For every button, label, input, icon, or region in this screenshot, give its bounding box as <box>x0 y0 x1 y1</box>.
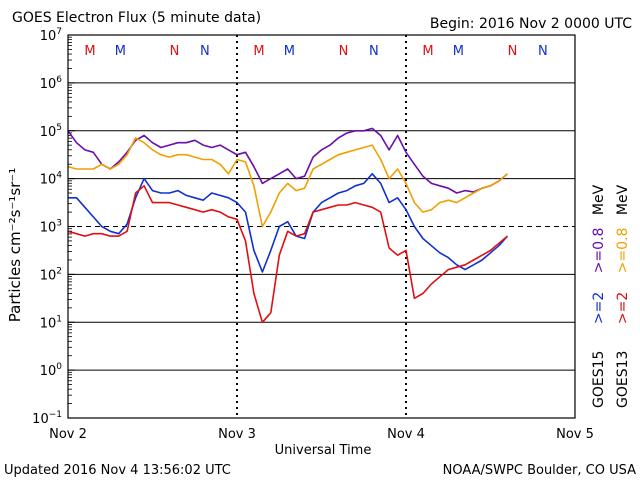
x-tick-label-0: Nov 2 <box>49 427 87 442</box>
legend-goes15-column: GOES15 >=2 >=0.8 MeV <box>591 184 607 408</box>
x-tick-labels: Nov 2 Nov 3 Nov 4 Nov 5 <box>49 427 594 442</box>
y-axis-label: Particles cm⁻²s⁻¹sr⁻¹ <box>6 168 24 322</box>
legend-goes13-ge2: >=2 <box>615 292 631 324</box>
marker-m-5: M <box>284 44 295 59</box>
legend-goes13-column: GOES13 >=2 >=0.8 MeV <box>615 184 631 408</box>
y-tick-label-1e0: 100 <box>40 362 63 379</box>
marker-n-3: N <box>200 44 210 59</box>
y-tick-label-1e2: 102 <box>40 266 62 283</box>
y-tick-label-1e-1: 10−1 <box>32 410 62 427</box>
series-line-goes15-0-8-mev <box>67 127 508 194</box>
series-lines <box>67 127 508 324</box>
series-line-goes15-2-mev <box>68 173 508 273</box>
marker-n-6: N <box>339 44 349 59</box>
marker-n-11: N <box>538 44 548 59</box>
legend-mev-label-2: MeV <box>615 184 631 215</box>
y-tick-label-1e6: 106 <box>40 75 63 92</box>
series-line-goes13-2-mev <box>67 185 508 324</box>
legend-goes15-label: GOES15 <box>591 351 607 408</box>
x-tick-label-1: Nov 3 <box>218 427 256 442</box>
series-line-goes13-0-8-mev <box>67 137 508 228</box>
chart-title: GOES Electron Flux (5 minute data) <box>12 10 261 26</box>
marker-m-0: M <box>84 44 95 59</box>
marker-n-10: N <box>508 44 518 59</box>
y-tick-label-1e3: 103 <box>40 219 62 236</box>
legend-mev-label-1: MeV <box>591 184 607 215</box>
marker-m-4: M <box>253 44 264 59</box>
x-tick-label-3: Nov 5 <box>556 427 594 442</box>
legend-goes13-ge08: >=0.8 <box>615 228 631 274</box>
grid-lines <box>68 35 575 418</box>
x-tick-label-2: Nov 4 <box>387 427 425 442</box>
marker-n-2: N <box>170 44 180 59</box>
plot-frame <box>67 34 576 419</box>
y-tick-labels: 107 106 105 104 103 102 101 100 10−1 <box>32 27 75 427</box>
marker-m-9: M <box>453 44 464 59</box>
legend-goes13-label: GOES13 <box>615 351 631 408</box>
marker-m-1: M <box>115 44 126 59</box>
updated-timestamp: Updated 2016 Nov 4 13:56:02 UTC <box>4 463 231 478</box>
legend-goes15-ge08: >=0.8 <box>591 228 607 274</box>
marker-m-8: M <box>422 44 433 59</box>
x-axis-label: Universal Time <box>275 443 372 458</box>
legend-goes15-ge2: >=2 <box>591 292 607 324</box>
y-tick-label-1e5: 105 <box>40 123 62 140</box>
credit-label: NOAA/SWPC Boulder, CO USA <box>443 463 636 478</box>
y-tick-label-1e7: 107 <box>40 27 62 44</box>
y-tick-label-1e4: 104 <box>40 171 63 188</box>
y-tick-label-1e1: 101 <box>40 314 62 331</box>
legend: GOES15 >=2 >=0.8 MeV GOES13 >=2 >=0.8 Me… <box>591 184 631 408</box>
marker-n-7: N <box>369 44 379 59</box>
begin-time-label: Begin: 2016 Nov 2 0000 UTC <box>430 16 632 32</box>
